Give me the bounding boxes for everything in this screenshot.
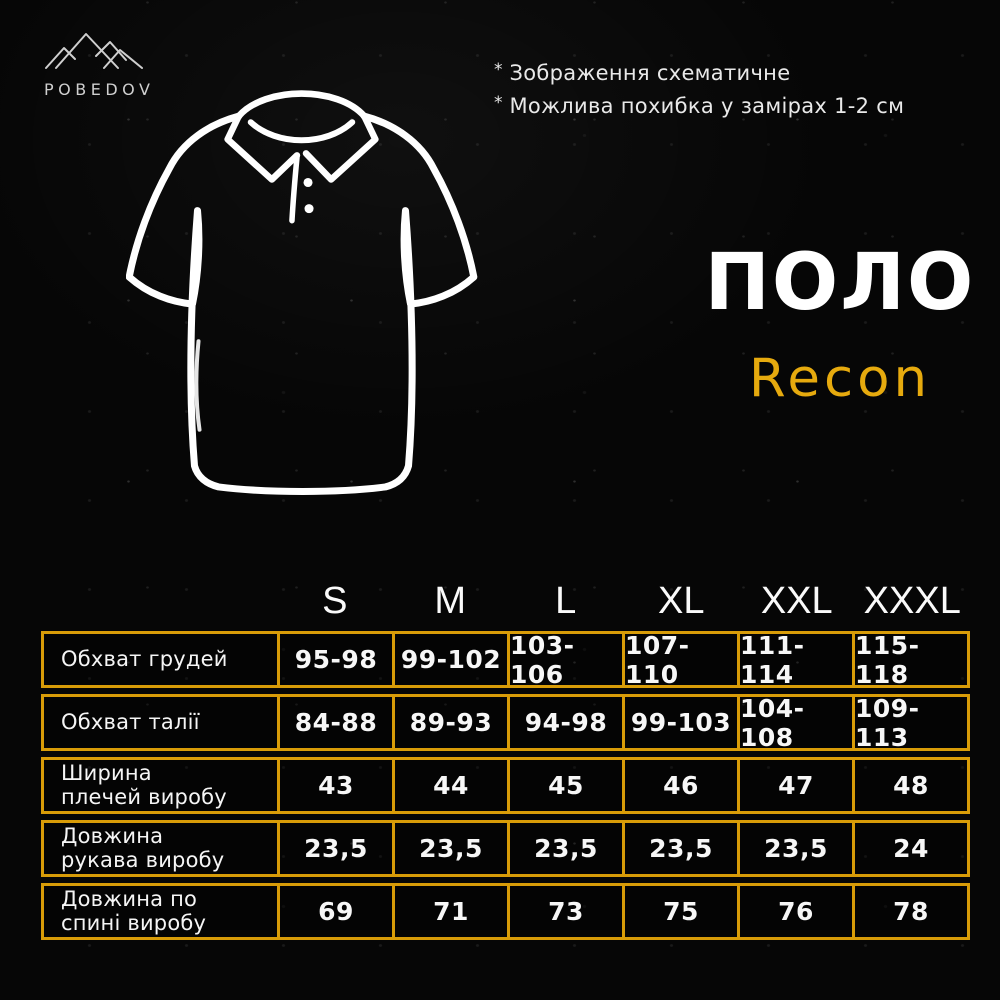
notes: * Зображення схематичне * Можлива похибк… xyxy=(494,60,904,127)
size-value: 104-108 xyxy=(737,694,852,752)
size-value: 69 xyxy=(277,886,392,937)
size-value: 75 xyxy=(622,886,737,937)
size-value: 24 xyxy=(852,823,967,874)
size-value: 94-98 xyxy=(507,697,622,748)
row-label: Обхват грудей xyxy=(61,646,228,671)
size-value: 43 xyxy=(277,760,392,811)
row-label: Довжина по спині виробу xyxy=(61,886,207,935)
polo-shirt-icon xyxy=(126,90,478,495)
size-value: 23,5 xyxy=(277,823,392,874)
size-value: 23,5 xyxy=(392,823,507,874)
row-label: Обхват талії xyxy=(61,709,200,734)
table-row: Довжина рукава виробу 23,5 23,5 23,5 23,5 23,… xyxy=(41,820,970,877)
size-value: 44 xyxy=(392,760,507,811)
size-value: 89-93 xyxy=(392,697,507,748)
table-row: Довжина по спині виробу 69 71 73 75 76 78 xyxy=(41,883,970,940)
size-header-row: S M L XL XXL XXXL xyxy=(41,570,970,622)
size-header-S: S xyxy=(322,580,348,622)
size-value: 47 xyxy=(737,760,852,811)
size-value: 73 xyxy=(507,886,622,937)
size-header-L: L xyxy=(555,580,577,622)
note-line: * Можлива похибка у замірах 1-2 см xyxy=(494,93,904,119)
size-header-M: M xyxy=(434,580,467,622)
size-value: 103-106 xyxy=(507,631,622,689)
row-label: Довжина рукава виробу xyxy=(61,823,225,872)
mountains-icon xyxy=(45,33,143,69)
brand-name: POBEDOV xyxy=(44,80,155,99)
size-value: 76 xyxy=(737,886,852,937)
size-value: 71 xyxy=(392,886,507,937)
size-value: 95-98 xyxy=(277,634,392,685)
size-value: 78 xyxy=(852,886,967,937)
table-row: Обхват талії 84-88 89-93 94-98 99-103 104-108… xyxy=(41,694,970,752)
asterisk-marker: * xyxy=(494,93,503,114)
size-value: 23,5 xyxy=(737,823,852,874)
note-line: * Зображення схематичне xyxy=(494,60,904,86)
size-value: 107-110 xyxy=(622,631,737,689)
product-type-title: ПОЛО xyxy=(704,238,976,328)
asterisk-marker: * xyxy=(494,60,503,80)
title-block: ПОЛО Recon xyxy=(690,244,990,405)
size-value: 23,5 xyxy=(507,823,622,874)
size-table: Обхват грудей 95-98 99-102 103-106 107-110 11… xyxy=(41,631,970,946)
product-model-title: Recon xyxy=(748,348,932,409)
size-value: 46 xyxy=(622,760,737,811)
size-value: 48 xyxy=(852,760,967,811)
size-value: 99-102 xyxy=(392,634,507,685)
note-text: Можлива похибка у замірах 1-2 см xyxy=(509,94,905,119)
size-value: 23,5 xyxy=(622,823,737,874)
size-value: 115-118 xyxy=(852,631,967,689)
table-row: Обхват грудей 95-98 99-102 103-106 107-110 11… xyxy=(41,631,970,689)
size-value: 99-103 xyxy=(622,697,737,748)
size-value: 84-88 xyxy=(277,697,392,748)
brand-logo: POBEDOV xyxy=(44,30,154,99)
size-value: 111-114 xyxy=(737,631,852,689)
table-row: Ширина плечей виробу 43 44 45 46 47 48 xyxy=(41,757,970,814)
size-value: 45 xyxy=(507,760,622,811)
size-header-XXXL: XXXL xyxy=(863,580,961,622)
size-value: 109-113 xyxy=(852,694,967,752)
size-header-XXL: XXL xyxy=(760,580,833,622)
row-label: Ширина плечей виробу xyxy=(61,760,227,809)
size-header-XL: XL xyxy=(658,580,705,622)
note-text: Зображення схематичне xyxy=(509,61,791,85)
